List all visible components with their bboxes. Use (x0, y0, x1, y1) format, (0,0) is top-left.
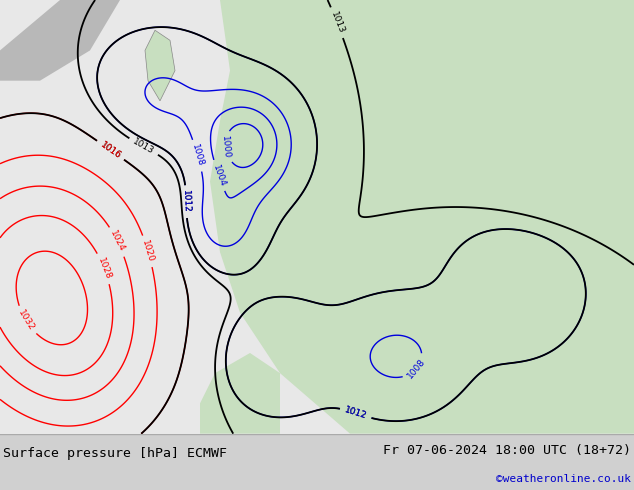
Text: 1028: 1028 (96, 256, 112, 281)
Text: 1000: 1000 (221, 135, 231, 159)
Text: Surface pressure [hPa] ECMWF: Surface pressure [hPa] ECMWF (3, 447, 227, 460)
Text: ©weatheronline.co.uk: ©weatheronline.co.uk (496, 474, 631, 484)
Text: 1008: 1008 (406, 357, 427, 380)
Text: Fr 07-06-2024 18:00 UTC (18+72): Fr 07-06-2024 18:00 UTC (18+72) (383, 444, 631, 457)
Text: 1008: 1008 (190, 143, 205, 168)
Text: 1004: 1004 (211, 163, 227, 188)
Polygon shape (145, 30, 175, 101)
Text: 1024: 1024 (108, 229, 127, 254)
Polygon shape (210, 0, 634, 434)
Text: 1020: 1020 (140, 239, 155, 264)
Text: 1013: 1013 (328, 10, 346, 35)
Text: 1032: 1032 (16, 309, 36, 333)
FancyBboxPatch shape (0, 0, 634, 434)
Polygon shape (0, 0, 120, 81)
Polygon shape (200, 353, 280, 434)
Text: 1016: 1016 (98, 140, 122, 161)
Text: 1012: 1012 (344, 406, 368, 421)
Text: 1012: 1012 (181, 190, 191, 213)
Text: 1012: 1012 (181, 190, 191, 213)
Text: 1013: 1013 (131, 137, 156, 156)
Text: 1016: 1016 (98, 140, 122, 161)
Text: 1012: 1012 (344, 406, 368, 421)
